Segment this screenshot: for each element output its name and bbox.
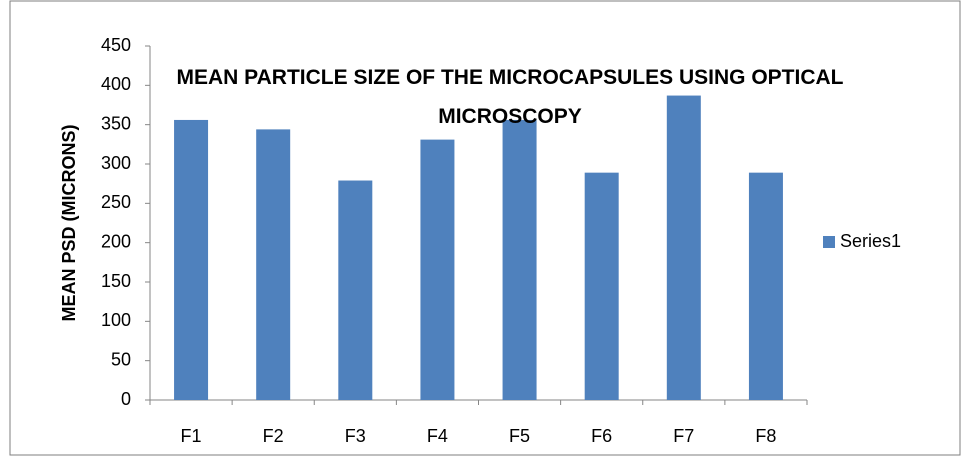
x-tick-label: F7 (673, 426, 694, 446)
x-tick-label: F6 (591, 426, 612, 446)
y-tick-label: 200 (101, 231, 131, 251)
y-tick-label: 350 (101, 113, 131, 133)
y-tick-label: 400 (101, 74, 131, 94)
bar (667, 96, 701, 400)
y-tick-label: 150 (101, 271, 131, 291)
page: MEAN PSD (MICRONS) 0 50 100 150 200 250 300 350… (0, 0, 963, 459)
y-tick-label: 0 (121, 389, 131, 409)
x-tick-label: F2 (263, 426, 284, 446)
bar (174, 120, 208, 400)
x-tick-label: F3 (345, 426, 366, 446)
y-tick-label: 100 (101, 310, 131, 330)
y-axis-label: MEAN PSD (MICRONS) (59, 124, 79, 321)
y-tick-label: 300 (101, 153, 131, 173)
x-tick-label: F8 (755, 426, 776, 446)
chart-title: MEAN PARTICLE SIZE OF THE MICROCAPSULES … (150, 58, 870, 136)
bar (256, 129, 290, 400)
bar (585, 173, 619, 400)
legend-swatch (823, 236, 835, 248)
bar (749, 173, 783, 400)
bar (338, 181, 372, 400)
y-tick-label: 50 (111, 349, 131, 369)
x-tick-label: F1 (181, 426, 202, 446)
bar (503, 120, 537, 400)
x-tick-label: F4 (427, 426, 448, 446)
y-tick-label: 250 (101, 192, 131, 212)
legend-label: Series1 (840, 231, 901, 251)
y-tick-label: 450 (101, 35, 131, 55)
bar (420, 140, 454, 400)
x-tick-label: F5 (509, 426, 530, 446)
